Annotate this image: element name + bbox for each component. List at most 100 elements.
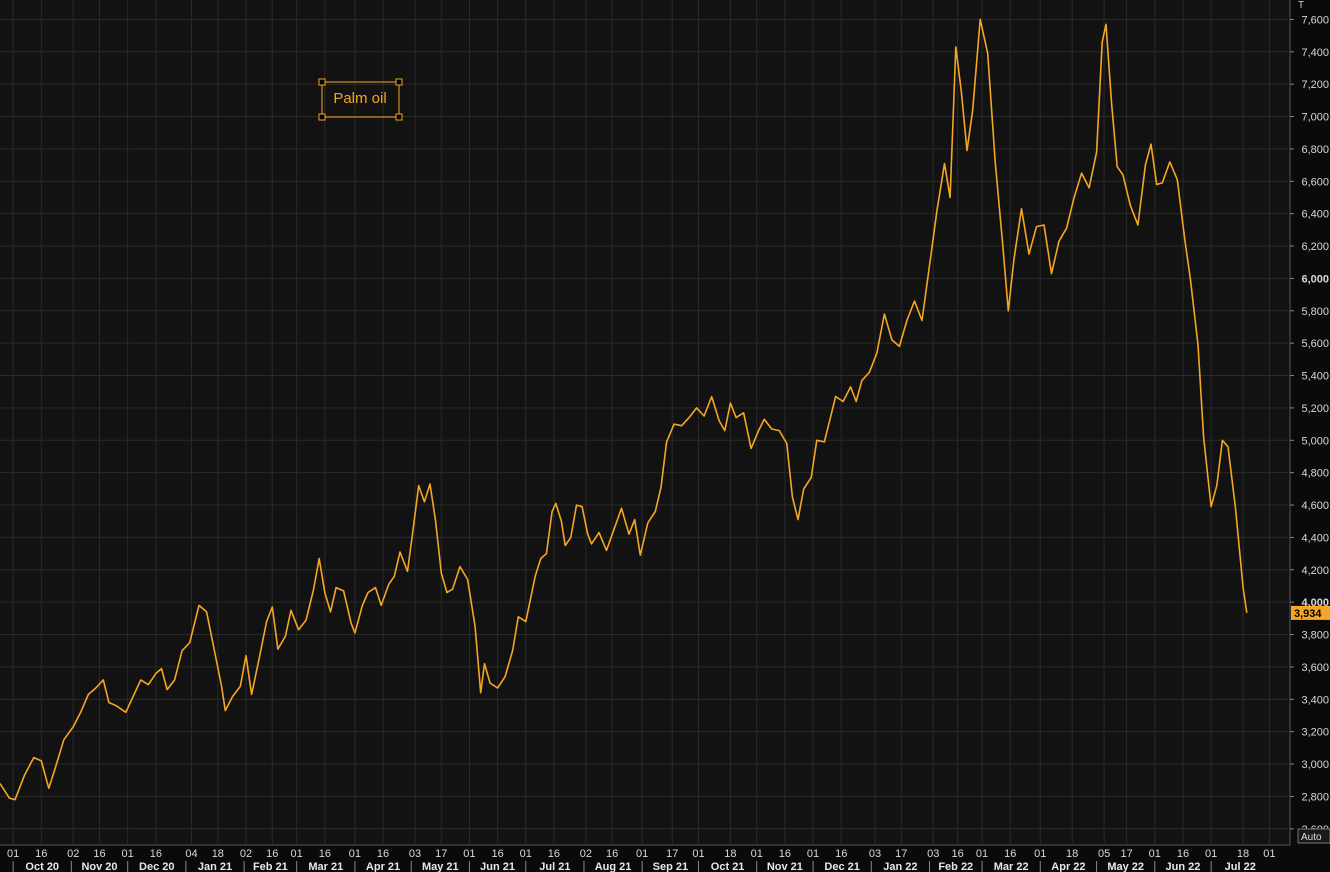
x-axis-panel [0, 845, 1290, 872]
x-tick-label: 03 [869, 848, 881, 860]
month-label: Jan 22 [883, 861, 917, 872]
y-tick-label: 5,200 [1301, 403, 1329, 415]
month-label: May 21 [422, 861, 459, 872]
y-tick-label: 5,600 [1301, 338, 1329, 350]
x-tick-label: 02 [240, 848, 252, 860]
month-label: Dec 20 [139, 861, 174, 872]
x-tick-label: 01 [692, 848, 704, 860]
month-label: Jul 21 [539, 861, 570, 872]
month-label: May 22 [1107, 861, 1144, 872]
currency-marker: T [1298, 0, 1304, 11]
x-tick-label: 16 [548, 848, 560, 860]
y-tick-label: 4,600 [1301, 500, 1329, 512]
month-label: Nov 21 [767, 861, 803, 872]
x-tick-label: 16 [952, 848, 964, 860]
y-tick-label: 5,800 [1301, 306, 1329, 318]
x-tick-label: 16 [266, 848, 278, 860]
x-tick-label: 16 [35, 848, 47, 860]
month-label: Apr 22 [1051, 861, 1085, 872]
last-value-label: 3,934 [1294, 608, 1322, 620]
x-tick-label: 01 [636, 848, 648, 860]
x-tick-label: 16 [779, 848, 791, 860]
annotation-handle-tl[interactable] [318, 78, 326, 86]
x-tick-label: 18 [1066, 848, 1078, 860]
annotation-handle-br[interactable] [395, 113, 403, 121]
y-tick-label: 6,200 [1301, 241, 1329, 253]
auto-button[interactable]: Auto [1297, 828, 1330, 844]
x-tick-label: 17 [1121, 848, 1133, 860]
y-tick-label: 6,600 [1301, 176, 1329, 188]
x-tick-label: 01 [1149, 848, 1161, 860]
x-tick-label: 01 [751, 848, 763, 860]
x-tick-label: 16 [606, 848, 618, 860]
x-tick-label: 03 [927, 848, 939, 860]
x-tick-label: 04 [185, 848, 197, 860]
x-tick-label: 16 [377, 848, 389, 860]
x-tick-label: 01 [1205, 848, 1217, 860]
x-tick-label: 05 [1098, 848, 1110, 860]
y-axis-panel [1290, 0, 1330, 872]
x-tick-label: 17 [666, 848, 678, 860]
y-tick-label: 5,000 [1301, 435, 1329, 447]
x-tick-label: 16 [319, 848, 331, 860]
month-label: Jan 21 [198, 861, 232, 872]
x-tick-label: 01 [291, 848, 303, 860]
y-tick-label: 4,400 [1301, 532, 1329, 544]
month-label: Feb 21 [253, 861, 288, 872]
y-tick-label: 6,000 [1301, 273, 1329, 285]
y-tick-label: 2,800 [1301, 791, 1329, 803]
x-tick-label: 17 [435, 848, 447, 860]
month-label: Nov 20 [81, 861, 117, 872]
month-label: Oct 20 [25, 861, 59, 872]
y-tick-label: 7,400 [1301, 47, 1329, 59]
x-tick-label: 01 [976, 848, 988, 860]
month-label: Mar 21 [308, 861, 343, 872]
y-tick-label: 6,400 [1301, 209, 1329, 221]
x-tick-label: 16 [1177, 848, 1189, 860]
month-label: Mar 22 [994, 861, 1029, 872]
annotation-label: Palm oil [333, 90, 386, 107]
last-value-badge: 3,934 [1291, 605, 1330, 620]
x-tick-label: 01 [1034, 848, 1046, 860]
y-tick-label: 3,800 [1301, 630, 1329, 642]
x-tick-label: 02 [67, 848, 79, 860]
y-tick-label: 6,800 [1301, 144, 1329, 156]
y-tick-label: 3,000 [1301, 759, 1329, 771]
month-label: Jul 22 [1225, 861, 1256, 872]
auto-button-label: Auto [1301, 832, 1322, 843]
month-label: Jun 22 [1166, 861, 1201, 872]
x-tick-label: 01 [520, 848, 532, 860]
series-annotation-box[interactable]: Palm oil [318, 78, 403, 121]
x-tick-label: 01 [807, 848, 819, 860]
x-tick-label: 18 [724, 848, 736, 860]
month-label: Sep 21 [653, 861, 688, 872]
y-tick-label: 7,000 [1301, 112, 1329, 124]
month-label: Jun 21 [480, 861, 515, 872]
x-tick-label: 01 [349, 848, 361, 860]
annotation-handle-tr[interactable] [395, 78, 403, 86]
y-tick-label: 7,200 [1301, 79, 1329, 91]
x-tick-label: 18 [1237, 848, 1249, 860]
month-label: Aug 21 [595, 861, 632, 872]
y-tick-label: 4,800 [1301, 468, 1329, 480]
x-tick-label: 16 [1004, 848, 1016, 860]
x-tick-label: 02 [580, 848, 592, 860]
x-tick-label: 16 [150, 848, 162, 860]
x-tick-label: 16 [491, 848, 503, 860]
month-label: Feb 22 [938, 861, 973, 872]
x-tick-label: 17 [895, 848, 907, 860]
x-tick-label: 03 [409, 848, 421, 860]
x-tick-label: 01 [1263, 848, 1275, 860]
month-label: Oct 21 [711, 861, 745, 872]
palm-oil-series-line [0, 18, 1248, 801]
y-tick-label: 3,200 [1301, 727, 1329, 739]
x-tick-label: 16 [93, 848, 105, 860]
x-tick-label: 01 [122, 848, 134, 860]
month-label: Apr 21 [366, 861, 400, 872]
x-tick-label: 01 [7, 848, 19, 860]
annotation-handle-bl[interactable] [318, 113, 326, 121]
y-tick-label: 5,400 [1301, 371, 1329, 383]
x-tick-label: 01 [463, 848, 475, 860]
x-tick-label: 16 [835, 848, 847, 860]
